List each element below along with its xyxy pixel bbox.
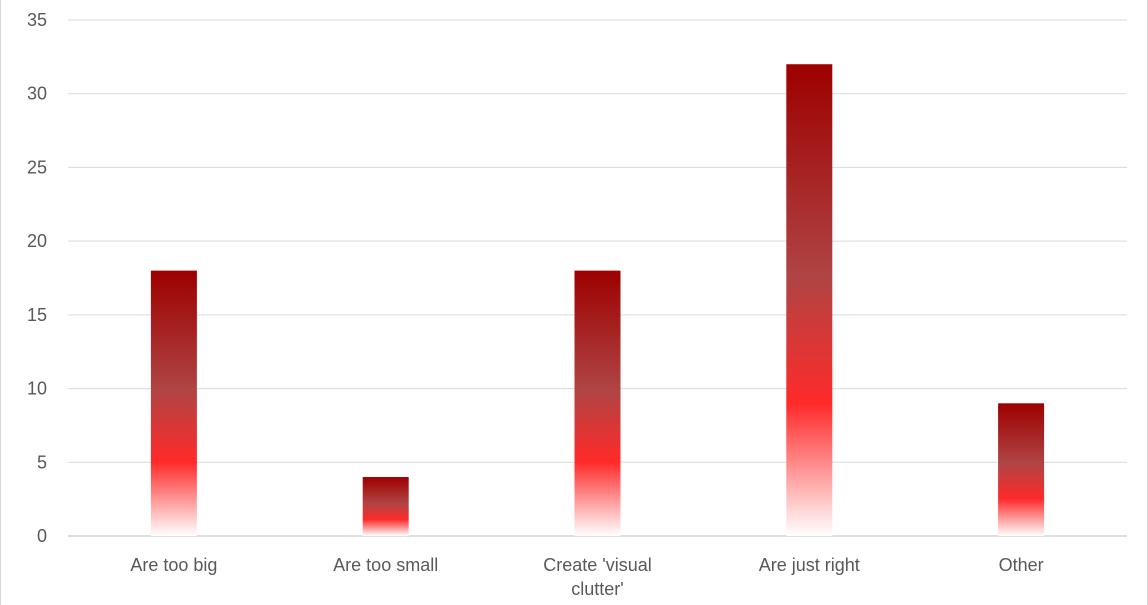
x-category-label: Are just right [759,555,860,575]
y-tick-label: 15 [27,305,47,325]
y-axis-ticks: 0 5 10 15 20 25 30 35 [27,10,47,546]
y-tick-label: 20 [27,231,47,251]
y-tick-label: 30 [27,84,47,104]
y-tick-label: 25 [27,157,47,177]
y-tick-label: 10 [27,379,47,399]
bars [150,64,1045,536]
x-category-label: Other [999,555,1044,575]
bar [998,403,1045,536]
y-tick-label: 0 [37,526,47,546]
bar [574,270,621,536]
x-axis-labels: Are too big Are too small Create 'visual cl… [130,555,1043,599]
y-tick-label: 5 [37,452,47,472]
x-category-label: Are too small [333,555,438,575]
bar [362,477,409,536]
x-category-label: Are too big [130,555,217,575]
bar [150,270,197,536]
bar [786,64,833,536]
x-category-label: Create 'visual clutter' [543,555,651,599]
y-tick-label: 35 [27,10,47,30]
